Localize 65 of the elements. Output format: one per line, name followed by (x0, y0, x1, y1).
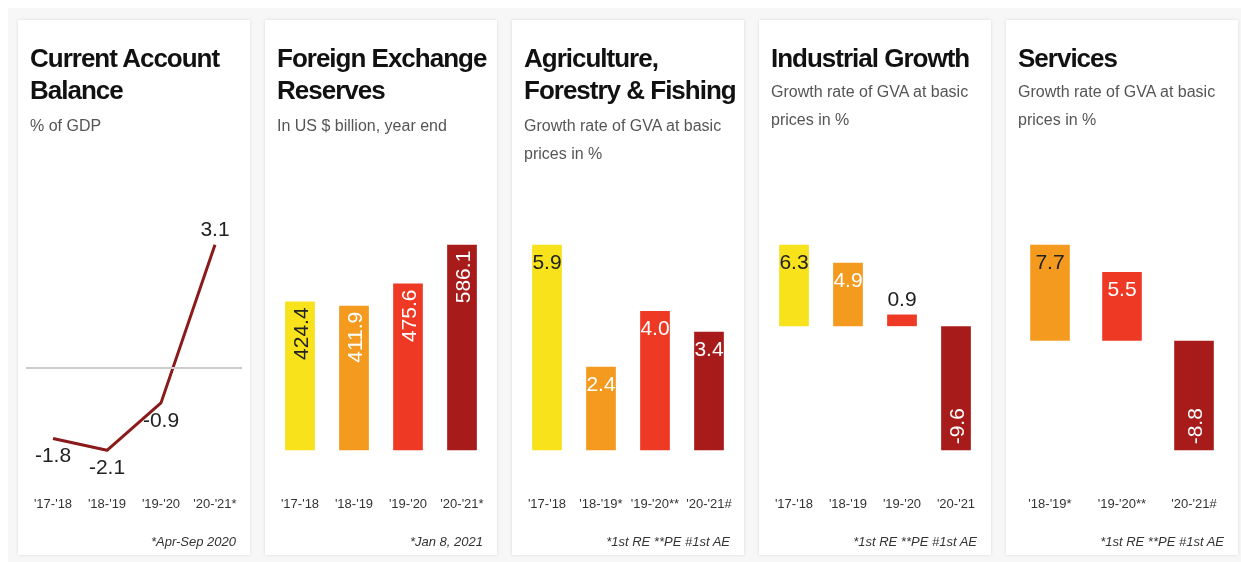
x-tick-label: '20-'21 (936, 496, 976, 511)
x-tick-label: '18-'19 (334, 496, 374, 511)
text: *1st RE **PE #1st AE (606, 534, 730, 549)
bar (887, 314, 917, 327)
chart-subtitle: In US $ billion, year end (277, 116, 448, 136)
x-tick-label: '18-'19 (828, 496, 868, 511)
bar (339, 305, 369, 451)
x-tick-label: '19-'20** (1097, 496, 1147, 511)
data-label: 2.4 (586, 371, 616, 395)
data-label: 3.1 (200, 216, 230, 240)
bar (833, 262, 863, 327)
data-label: 3.4 (694, 336, 724, 360)
x-tick-label: '19-'20 (388, 496, 428, 511)
x-tick-label: '19-'20 (141, 496, 181, 511)
data-label: 5.9 (532, 249, 562, 273)
text: *Apr-Sep 2020 (150, 534, 236, 549)
bar (532, 244, 562, 451)
data-label: 7.7 (1035, 249, 1065, 273)
x-tick-label: '20-'21# (686, 496, 733, 511)
x-tick-label: '19-'20** (630, 496, 680, 511)
bar (586, 366, 616, 451)
chart-title: Current Account Balance (30, 42, 221, 106)
text: *Jan 8, 2021 (409, 534, 483, 549)
chart-title: Industrial Growth (771, 42, 971, 74)
chart-subtitle: % of GDP (30, 116, 103, 136)
chart-subtitle: Growth rate of GVA at basic prices in % (771, 82, 970, 130)
data-label: -8.8 (1182, 408, 1206, 445)
x-tick-label: '18-'19* (1028, 496, 1072, 511)
bar (779, 244, 809, 327)
chart-title: Services (1018, 42, 1118, 74)
data-label: 424.4 (288, 307, 312, 360)
data-label: 6.3 (779, 249, 809, 273)
bar (393, 283, 423, 451)
text: *1st RE **PE #1st AE (853, 534, 977, 549)
x-tick-label: '19-'20 (882, 496, 922, 511)
chart-subtitle: Growth rate of GVA at basic prices in % (524, 116, 723, 164)
data-label: 5.5 (1107, 277, 1137, 301)
x-tick-label: '20-'21* (193, 496, 237, 511)
x-tick-label: '17-'18 (33, 496, 73, 511)
bar (640, 310, 670, 451)
x-tick-label: '20-'21# (1171, 496, 1218, 511)
data-label: 411.9 (342, 311, 366, 363)
bar (285, 301, 315, 451)
data-label: -0.9 (142, 407, 180, 431)
data-label: 586.1 (450, 250, 474, 304)
bar (447, 244, 477, 451)
data-label: 0.9 (887, 286, 917, 310)
x-tick-label: '20-'21* (440, 496, 484, 511)
bar (941, 326, 971, 451)
text: *1st RE **PE #1st AE (1100, 534, 1224, 549)
data-label: 4.0 (640, 315, 670, 339)
chart-subtitle: Growth rate of GVA at basic prices in % (1018, 82, 1217, 130)
data-label: 4.9 (833, 267, 863, 291)
data-label: -9.6 (944, 408, 968, 445)
x-tick-label: '18-'19 (87, 496, 127, 511)
data-label: 475.6 (396, 289, 420, 343)
data-label: -1.8 (34, 443, 72, 467)
x-tick-label: '17-'18 (280, 496, 320, 511)
chart-title: Foreign Exchange Reserves (277, 42, 488, 106)
data-label: -2.1 (88, 455, 126, 479)
chart-title: Agriculture, Forestry & Fishing (524, 42, 736, 106)
x-tick-label: '18-'19* (579, 496, 623, 511)
x-tick-label: '17-'18 (774, 496, 814, 511)
bar (694, 331, 724, 451)
x-tick-label: '17-'18 (527, 496, 567, 511)
